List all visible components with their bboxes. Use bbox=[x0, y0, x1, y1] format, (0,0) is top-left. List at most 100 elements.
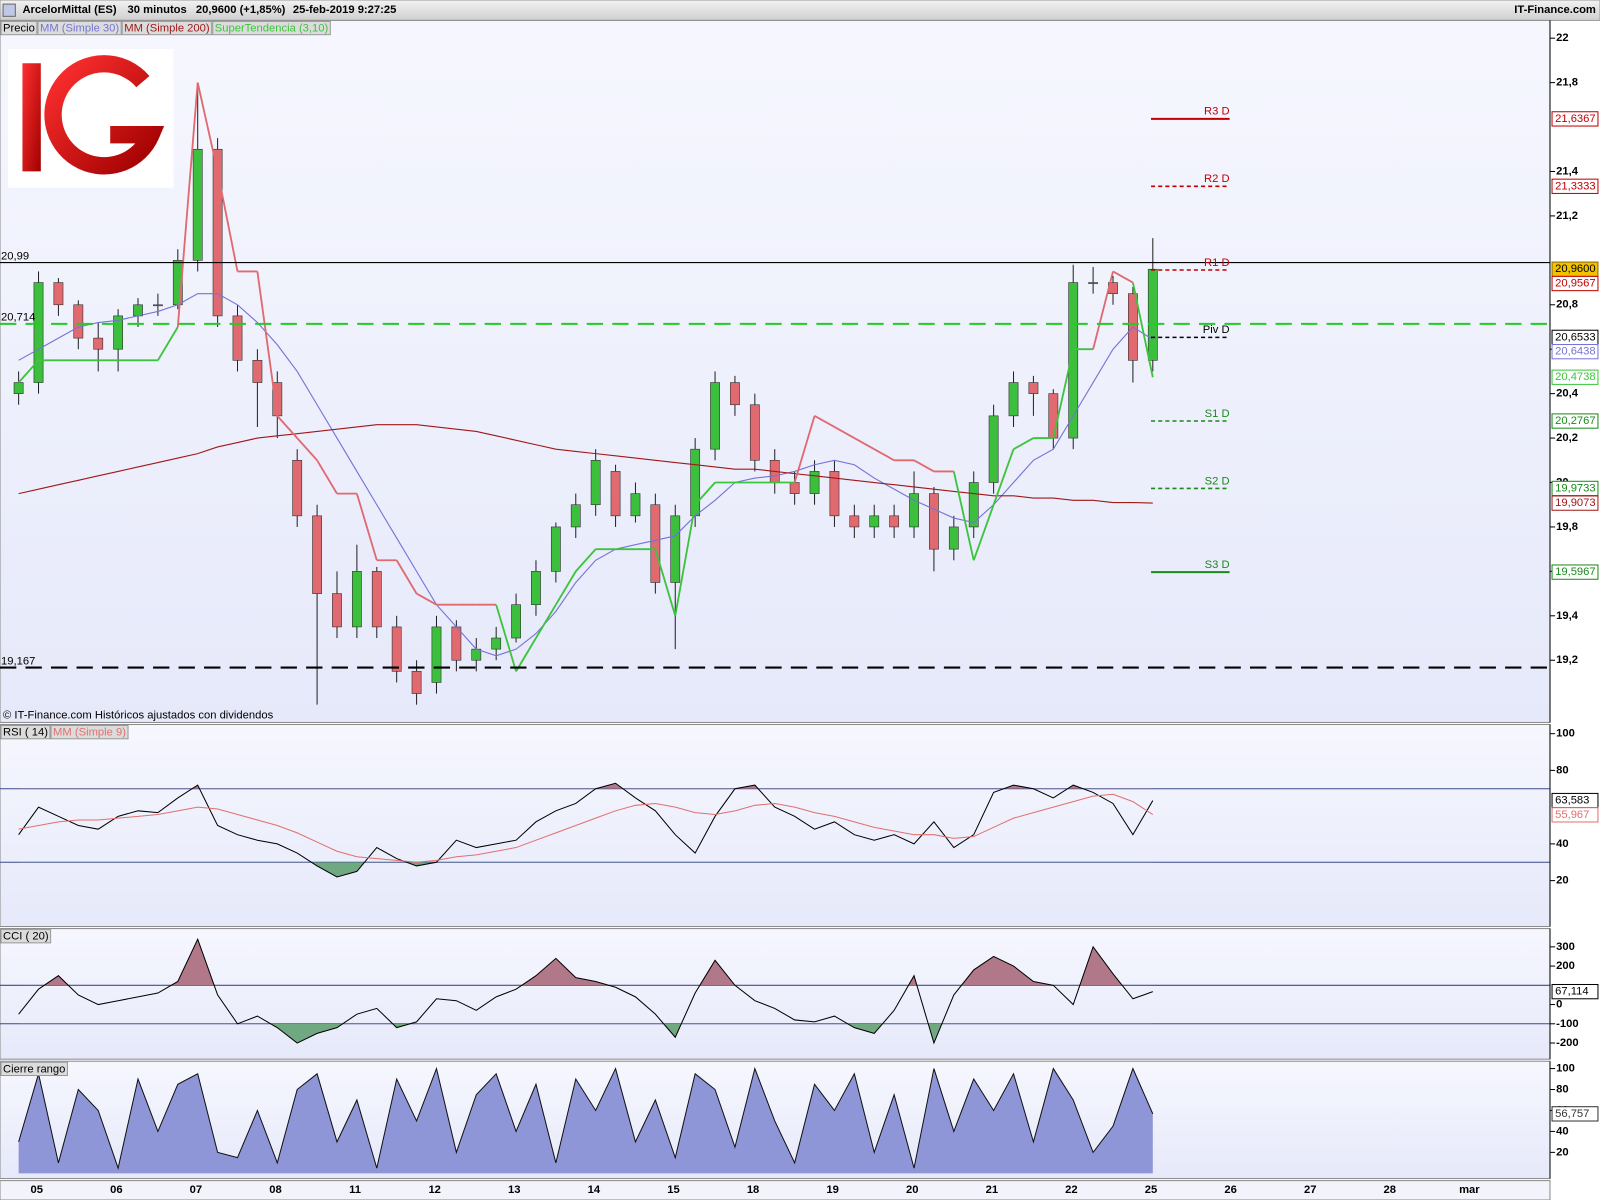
candle-body bbox=[909, 493, 919, 528]
horizontal-line-label: 20,99 bbox=[1, 250, 29, 262]
x-tick-label: 19 bbox=[826, 1184, 838, 1196]
candle-body bbox=[1048, 393, 1059, 439]
pivot-name: S1 D bbox=[1205, 408, 1230, 420]
candle-body bbox=[849, 515, 860, 528]
y-tick-label: 20 bbox=[1556, 1146, 1568, 1158]
supertrend-segment bbox=[296, 437, 318, 461]
x-tick-label: 28 bbox=[1384, 1184, 1396, 1196]
last-price: 20,9600 (+1,85%) bbox=[196, 4, 286, 16]
supertrend-segment bbox=[793, 415, 816, 483]
ig-logo bbox=[8, 48, 174, 188]
supertrend-segment bbox=[555, 570, 577, 606]
value-box-label: 20,9600 bbox=[1555, 263, 1596, 275]
x-tick-label: 18 bbox=[747, 1184, 759, 1196]
candle-body bbox=[411, 671, 422, 694]
candle-body bbox=[491, 637, 502, 650]
candle-body bbox=[1008, 382, 1019, 417]
legend-item: RSI ( 14) bbox=[0, 725, 51, 740]
candle-body bbox=[13, 382, 24, 394]
y-tick-label: 200 bbox=[1556, 960, 1575, 972]
pivot-name: Piv D bbox=[1203, 324, 1230, 336]
value-box-label: 20,2767 bbox=[1555, 415, 1596, 427]
candle-body bbox=[710, 382, 720, 450]
value-box-label: 21,6367 bbox=[1555, 113, 1596, 125]
y-tick-label: 21,8 bbox=[1556, 77, 1578, 89]
supertrend-segment bbox=[952, 471, 975, 561]
candle-body bbox=[550, 526, 561, 572]
candle-body bbox=[730, 382, 740, 406]
legend-item: CCI ( 20) bbox=[0, 929, 52, 944]
area-fill bbox=[18, 1068, 1153, 1174]
value-box-label: 20,6533 bbox=[1555, 331, 1596, 343]
candle-body bbox=[351, 571, 362, 628]
y-tick-label: 100 bbox=[1556, 728, 1575, 740]
x-tick-label: 15 bbox=[667, 1184, 679, 1196]
header-icon bbox=[2, 3, 16, 17]
supertrend-segment bbox=[1112, 270, 1134, 284]
legend-box bbox=[0, 20, 38, 36]
value-box bbox=[1551, 564, 1599, 580]
logo-i bbox=[22, 63, 41, 172]
y-tick-label: 21,2 bbox=[1556, 210, 1578, 222]
value-box bbox=[1551, 983, 1599, 1000]
x-tick-label: 14 bbox=[588, 1184, 601, 1196]
candle-body bbox=[650, 504, 661, 583]
value-box bbox=[1551, 1106, 1599, 1122]
candle-body bbox=[451, 626, 462, 661]
legend-label: MM (Simple 9) bbox=[53, 727, 126, 739]
supertrend-segment bbox=[972, 504, 995, 561]
supertrend-segment bbox=[694, 481, 716, 506]
supertrend-segment bbox=[913, 459, 935, 473]
y-tick-label: 40 bbox=[1556, 838, 1568, 850]
candle-body bbox=[1068, 282, 1079, 439]
legend-box bbox=[0, 725, 51, 740]
candle-body bbox=[212, 148, 223, 317]
legend-label: SuperTendencia (3,10) bbox=[215, 23, 329, 35]
legend-item: Cierre rango bbox=[0, 1061, 68, 1077]
value-box-label: 20,9567 bbox=[1555, 277, 1596, 289]
panel-plot: Cierre rango bbox=[0, 1061, 1154, 1174]
panel-plot: RSI ( 14) MM (Simple 9) bbox=[0, 725, 1550, 878]
x-tick-label: 06 bbox=[110, 1184, 122, 1196]
x-tick-label: 12 bbox=[428, 1184, 440, 1196]
supertrend-segment bbox=[416, 592, 437, 606]
panel-background bbox=[0, 723, 1551, 928]
candle-body bbox=[1147, 268, 1158, 361]
value-box bbox=[1551, 178, 1599, 194]
legend-label: Cierre rango bbox=[3, 1063, 65, 1075]
value-box bbox=[1551, 111, 1599, 127]
supertrend-segment bbox=[17, 359, 40, 384]
pivot-name: R1 D bbox=[1204, 257, 1230, 269]
candle-body bbox=[93, 337, 104, 350]
candle-body bbox=[292, 459, 303, 517]
x-tick-label: 07 bbox=[190, 1184, 202, 1196]
y-tick-label: 20 bbox=[1556, 875, 1568, 887]
horizontal-line-label: 20,714 bbox=[1, 312, 35, 324]
supertrend-segment bbox=[176, 82, 199, 328]
legend-item: MM (Simple 9) bbox=[50, 725, 129, 740]
moving-average bbox=[18, 293, 1154, 657]
candle-body bbox=[33, 282, 44, 383]
panels: 20,99 20,714 19,167 R3 D R2 D R1 D Piv D S1 D S2… bbox=[0, 19, 1599, 1200]
candle-body bbox=[988, 415, 999, 483]
x-axis-background bbox=[0, 1180, 1551, 1200]
candle-body bbox=[590, 459, 601, 506]
legend-box bbox=[121, 20, 213, 36]
pivot-name: S3 D bbox=[1205, 559, 1230, 571]
x-tick-label: 20 bbox=[906, 1184, 918, 1196]
supertrend-segment bbox=[674, 504, 697, 616]
legend-label: MM (Simple 30) bbox=[40, 23, 119, 35]
legend-label: MM (Simple 200) bbox=[124, 23, 210, 35]
value-box bbox=[1551, 344, 1599, 360]
indicator-line bbox=[18, 782, 1154, 878]
value-box-label: 63,583 bbox=[1555, 795, 1589, 807]
candle-body bbox=[749, 404, 760, 461]
legend-item: SuperTendencia (3,10) bbox=[212, 20, 331, 36]
y-tick-label: 300 bbox=[1556, 941, 1575, 953]
x-tick-label: mar bbox=[1459, 1184, 1480, 1196]
legend-item: MM (Simple 200) bbox=[121, 20, 213, 36]
supertrend-segment bbox=[1092, 271, 1114, 350]
y-tick-label: 20,4 bbox=[1556, 388, 1579, 400]
supertrend-segment bbox=[873, 448, 895, 462]
